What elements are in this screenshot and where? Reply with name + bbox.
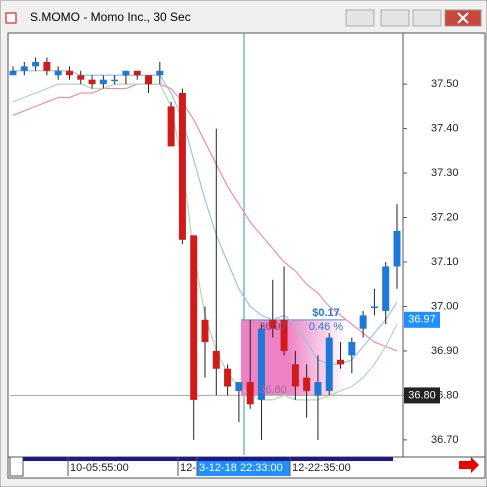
measure-bottom: 36.80: [259, 384, 287, 396]
candle-body: [54, 70, 62, 76]
candle-body: [88, 79, 96, 85]
candle-body: [337, 359, 345, 365]
y-tick-label: 37.00: [431, 300, 459, 312]
candle-body: [314, 382, 322, 396]
candle-body: [190, 235, 198, 400]
y-tick-label: 37.30: [431, 167, 459, 179]
scrollbar[interactable]: [23, 457, 393, 461]
candle-body: [77, 75, 85, 80]
y-tick-label: 37.20: [431, 211, 459, 223]
candle-body: [178, 93, 186, 240]
y-tick-label: 36.70: [431, 434, 459, 446]
chart-area: [7, 32, 486, 479]
price-marker: [404, 387, 440, 404]
candle-body: [122, 70, 130, 76]
candle-body: [370, 306, 378, 308]
candle-body: [156, 70, 164, 76]
minimize-button[interactable]: [380, 9, 410, 27]
candle-body: [303, 377, 311, 391]
scroll-box[interactable]: [9, 456, 24, 477]
x-tick-label: 12-22:35:00: [292, 462, 351, 474]
candle-body: [201, 319, 209, 343]
x-tick-label: 3-12-18 22:33:00: [199, 462, 283, 474]
candle-body: [291, 364, 299, 387]
maximize-button[interactable]: [412, 9, 442, 27]
x-label-highlight: [197, 461, 290, 476]
candle-body: [99, 79, 107, 85]
candle-body: [43, 61, 51, 71]
moving-average: [13, 70, 398, 365]
x-tick-label: 12-: [180, 462, 196, 474]
y-tick-label: 36.90: [431, 345, 459, 357]
measure-top: 36.97: [259, 321, 287, 333]
candle-body: [382, 266, 390, 311]
candle-body: [65, 70, 73, 76]
price-marker-label: 36.80: [408, 389, 436, 401]
candle-body: [32, 61, 40, 67]
candle-body: [212, 350, 220, 369]
candle-body: [325, 337, 333, 391]
candle-body: [9, 70, 17, 76]
candle-body: [246, 382, 254, 405]
candle-body: [111, 79, 119, 82]
y-tick-label: 37.10: [431, 256, 459, 268]
y-tick-label: 37.40: [431, 123, 459, 135]
price-marker-label: 36.97: [408, 314, 436, 326]
window-title: S.MOMO - Momo Inc., 30 Sec: [30, 10, 191, 24]
candle-body: [145, 75, 153, 85]
candle-body: [393, 230, 401, 267]
app-icon: [5, 12, 17, 24]
candle-body: [359, 315, 367, 329]
candle-body: [280, 319, 288, 351]
candle-body: [235, 382, 243, 391]
measure-percent: 0.46 %: [309, 321, 343, 333]
candle-body: [133, 70, 141, 76]
candle-body: [269, 319, 277, 329]
y-tick-label: 37.50: [431, 78, 459, 90]
measure-change: $0.17: [312, 307, 340, 319]
candle-body: [348, 342, 356, 356]
close-icon: [457, 12, 469, 24]
link-button[interactable]: [345, 9, 375, 27]
price-marker: [404, 311, 440, 328]
candle-body: [167, 106, 175, 147]
candle-body: [257, 328, 265, 400]
scroll-arrow[interactable]: [459, 457, 479, 473]
moving-average: [12, 83, 398, 352]
x-tick-label: 10-05:55:00: [70, 462, 129, 474]
candle-body: [224, 368, 232, 387]
candle-body: [20, 66, 28, 71]
